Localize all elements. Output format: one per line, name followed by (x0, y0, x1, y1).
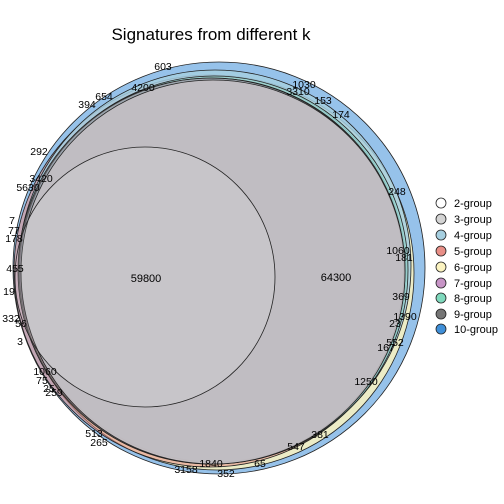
region-label: 3158 (174, 464, 198, 476)
region-label: 1840 (199, 458, 223, 470)
region-label: 265 (90, 437, 108, 449)
region-label: 369 (392, 291, 410, 303)
region-label: 654 (95, 91, 113, 103)
region-label: 178 (5, 233, 23, 245)
region-label: 259 (45, 387, 63, 399)
region-label: 552 (386, 337, 404, 349)
region-label: 381 (311, 429, 329, 441)
legend-swatch-9-group (435, 308, 447, 320)
region-label: 77 (8, 225, 20, 237)
region-label: 174 (332, 109, 350, 121)
region-label: 547 (287, 441, 305, 453)
region-label: 603 (154, 61, 172, 73)
circle-2-group (14, 146, 276, 408)
region-label: 1060 (386, 245, 410, 257)
region-label: 181 (395, 252, 413, 264)
region-label: 65 (254, 458, 266, 470)
region-label: 455 (6, 263, 24, 275)
legend-label-7-group: 7-group (454, 278, 492, 290)
legend: 2-group 3-group 4-group 5-group 6-group … (435, 197, 498, 336)
region-label: 352 (217, 468, 235, 480)
legend-swatch-5-group (435, 245, 447, 257)
region-label-inner: 59800 (131, 273, 162, 285)
region-label: 4200 (131, 82, 155, 94)
region-label: 248 (388, 186, 406, 198)
region-label: 23 (389, 318, 401, 330)
region-label-outer: 64300 (321, 272, 352, 284)
region-label: 7 (9, 215, 15, 227)
region-label: 332 (2, 313, 20, 325)
region-label: 1060 (33, 366, 57, 378)
region-label: 56 (15, 318, 27, 330)
legend-label-2-group: 2-group (454, 198, 492, 210)
legend-label-9-group: 9-group (454, 309, 492, 321)
legend-label-4-group: 4-group (454, 230, 492, 242)
region-label: 75 (36, 375, 48, 387)
legend-swatch-4-group (435, 229, 447, 241)
legend-swatch-7-group (435, 277, 447, 289)
region-label: 5630 (16, 182, 40, 194)
legend-swatch-3-group (435, 213, 447, 225)
region-label: 292 (30, 146, 48, 158)
region-label: 394 (78, 99, 96, 111)
legend-label-8-group: 8-group (454, 293, 492, 305)
circle-3-group (20, 79, 406, 465)
region-label: 1030 (292, 79, 316, 91)
legend-label-10-group: 10-group (454, 324, 498, 336)
legend-label-5-group: 5-group (454, 246, 492, 258)
region-label: 3 (17, 336, 23, 348)
legend-label-6-group: 6-group (454, 262, 492, 274)
region-label: 1250 (354, 376, 378, 388)
region-label: 167 (377, 342, 395, 354)
diagram-title: Signatures from different k (111, 25, 311, 44)
region-labels: 59800 64300 603 4200 654 394 1030 3310 1… (2, 61, 417, 480)
set-circles (12, 61, 426, 475)
region-label: 19 (3, 286, 15, 298)
legend-swatch-6-group (435, 261, 447, 273)
region-label: 3310 (286, 86, 310, 98)
region-label: 3420 (29, 173, 53, 185)
legend-swatch-2-group (435, 197, 447, 209)
region-label: 153 (314, 95, 332, 107)
legend-swatch-8-group (435, 292, 447, 304)
legend-swatch-10-group (435, 323, 447, 335)
region-label: 25 (43, 383, 55, 395)
region-label: 513 (85, 428, 103, 440)
region-label: 1390 (393, 311, 417, 323)
legend-label-3-group: 3-group (454, 214, 492, 226)
